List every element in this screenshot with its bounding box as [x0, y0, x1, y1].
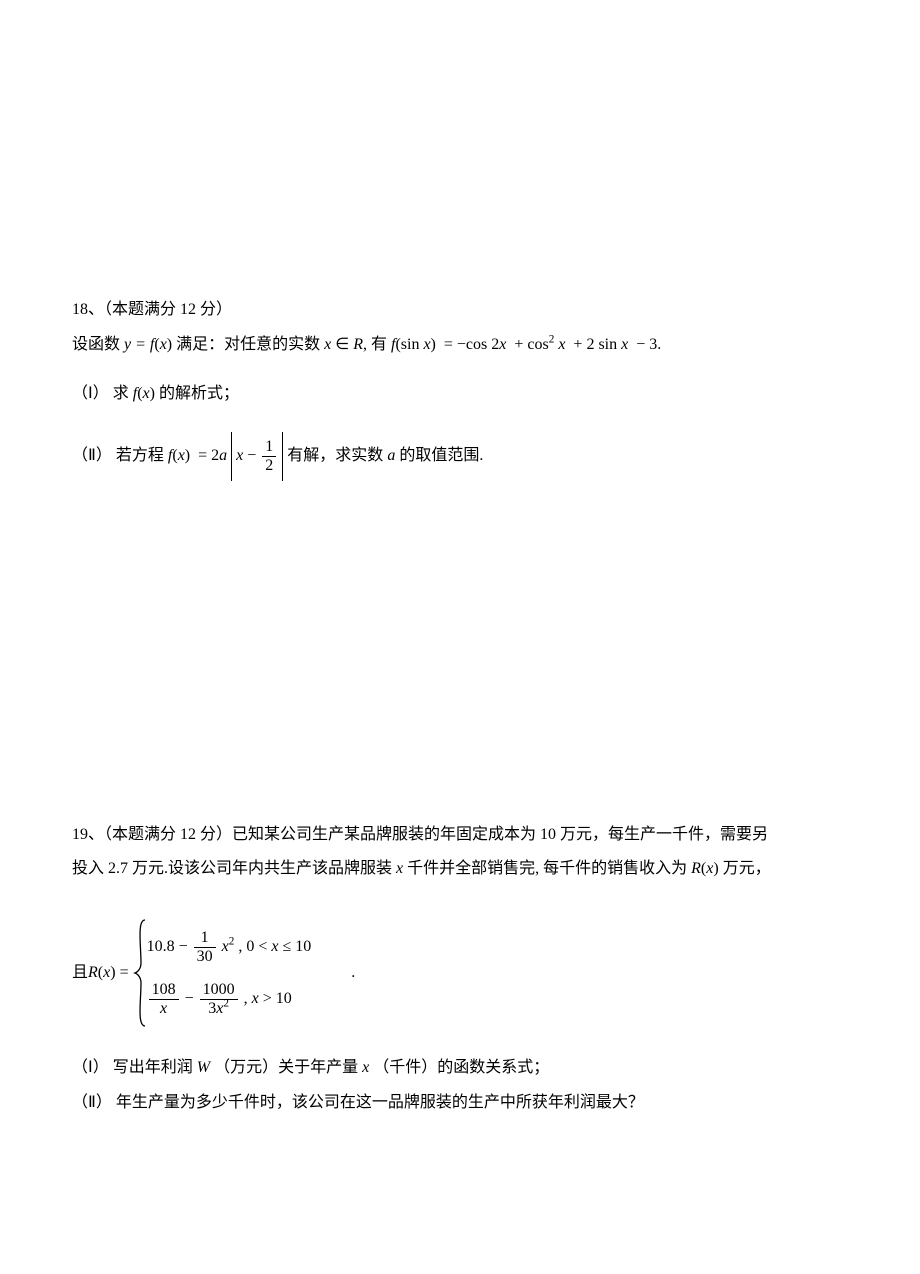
math-x: x [222, 938, 229, 955]
math-x: x [423, 336, 430, 353]
math-eq: = [116, 959, 133, 988]
math-paren: ) [185, 447, 190, 464]
numerator: 1 [262, 438, 276, 457]
denominator: 30 [194, 948, 216, 966]
fraction-1000-3x2: 10003x2 [200, 981, 238, 1017]
text: 的取值范围. [399, 447, 483, 464]
comma: , [363, 336, 367, 353]
part-label: （Ⅰ） [72, 1059, 109, 1076]
cond: , [240, 990, 252, 1007]
cond: > 10 [259, 990, 292, 1007]
minus: − [181, 990, 198, 1007]
math-a: a [219, 447, 227, 464]
fraction-1-30: 130 [194, 929, 216, 965]
problem-18-header: 18、（本题满分 12 分） [72, 296, 848, 325]
text: （千件）的函数关系式； [373, 1059, 549, 1076]
problem-18-statement: 设函数 y = f(x) 满足：对任意的实数 x ∈ R, 有 f(sin x)… [72, 331, 848, 360]
math-x: x [160, 336, 167, 353]
math-minus: − [243, 447, 260, 464]
piece-row-1: 10.8 − 130 x2 , 0 < x ≤ 10 [147, 921, 312, 973]
math-eq: = 2 [194, 447, 219, 464]
math-eq: = −cos 2 [440, 336, 499, 353]
math-x: x [558, 336, 565, 353]
math-sin: sin [401, 336, 424, 353]
fraction-108-x: 108x [149, 981, 179, 1017]
part-label: （Ⅰ） [72, 385, 109, 402]
text: 有解，求实数 [287, 447, 387, 464]
text: 写出年利润 [113, 1059, 197, 1076]
cond: ≤ 10 [278, 938, 311, 955]
math-x: x [499, 336, 506, 353]
piece-row-2: 108x − 10003x2 , x > 10 [147, 973, 312, 1025]
math-plus: + cos [510, 336, 548, 353]
problem-19-piecewise: 且 R(x) = 10.8 − 130 x2 , 0 < x ≤ 10 108x… [72, 918, 355, 1028]
math-paren: ) [431, 336, 436, 353]
math-plus: + 2 sin [569, 336, 621, 353]
math-x: x [103, 959, 110, 988]
const: 10.8 − [147, 938, 192, 955]
math-x: x [178, 447, 185, 464]
and-label: 且 [72, 959, 88, 988]
part-label: （Ⅱ） [72, 1094, 112, 1111]
math-paren: ) [167, 336, 172, 353]
problem-18-part1: （Ⅰ） 求 f(x) 的解析式； [72, 380, 848, 409]
cond: , 0 < [234, 938, 271, 955]
problem-19-header-line1: 19、（本题满分 12 分）已知某公司生产某品牌服装的年固定成本为 10 万元，… [72, 821, 848, 850]
math-R: R [353, 336, 363, 353]
problem-19-header-line2: 投入 2.7 万元.设该公司年内共生产该品牌服装 x 千件并全部销售完, 每千件… [72, 855, 848, 884]
text: 满足：对任意的实数 [176, 336, 324, 353]
exam-page: 18、（本题满分 12 分） 设函数 y = f(x) 满足：对任意的实数 x … [0, 0, 920, 1218]
text: （万元）关于年产量 [214, 1059, 362, 1076]
abs-expression: x − 12 [231, 432, 283, 480]
text: 投入 2.7 万元.设该公司年内共生产该品牌服装 [72, 860, 396, 877]
problem-19-part2: （Ⅱ） 年生产量为多少千件时，该公司在这一品牌服装的生产中所获年利润最大？ [72, 1089, 848, 1118]
text: 万元， [723, 860, 771, 877]
problem-18: 18、（本题满分 12 分） 设函数 y = f(x) 满足：对任意的实数 x … [72, 296, 848, 481]
problem-19: 19、（本题满分 12 分）已知某公司生产某品牌服装的年固定成本为 10 万元，… [72, 821, 848, 1118]
text: 的解析式； [159, 385, 239, 402]
math-in: ∈ [331, 336, 353, 353]
left-brace-icon [133, 918, 147, 1028]
text: 设函数 [72, 336, 124, 353]
denominator: 3x2 [200, 1000, 238, 1018]
math-a: a [387, 447, 395, 464]
piecewise-rows: 10.8 − 130 x2 , 0 < x ≤ 10 108x − 10003x… [147, 921, 312, 1025]
problem-18-part2: （Ⅱ） 若方程 f(x) = 2a x − 12 有解，求实数 a 的取值范围. [72, 432, 848, 480]
math-x: x [252, 990, 259, 1007]
math-x: x [362, 1059, 369, 1076]
text: 年生产量为多少千件时，该公司在这一品牌服装的生产中所获年利润最大？ [116, 1094, 644, 1111]
math-x: x [143, 385, 150, 402]
math-x: x [396, 860, 403, 877]
numerator: 1 [194, 929, 216, 948]
part-label: （Ⅱ） [72, 447, 112, 464]
math-paren: ) [150, 385, 155, 402]
text: 千件并全部销售完, 每千件的销售收入为 [407, 860, 691, 877]
math-minus: − 3. [632, 336, 661, 353]
fraction-half: 12 [262, 438, 276, 474]
numerator: 108 [149, 981, 179, 1000]
math-fn: y = f [124, 336, 154, 353]
math-paren: ) [713, 860, 718, 877]
math-W: W [197, 1059, 210, 1076]
problem-19-part1: （Ⅰ） 写出年利润 W （万元）关于年产量 x （千件）的函数关系式； [72, 1054, 848, 1083]
text: 求 [113, 385, 133, 402]
piecewise-expression: 10.8 − 130 x2 , 0 < x ≤ 10 108x − 10003x… [133, 918, 312, 1028]
denominator: 2 [262, 457, 276, 475]
denominator: x [149, 1000, 179, 1018]
period: . [351, 959, 355, 988]
text: 若方程 [116, 447, 168, 464]
text: 有 [371, 336, 391, 353]
math-Rx: R [691, 860, 701, 877]
math-Rx: R [88, 959, 98, 988]
math-x: x [621, 336, 628, 353]
numerator: 1000 [200, 981, 238, 1000]
